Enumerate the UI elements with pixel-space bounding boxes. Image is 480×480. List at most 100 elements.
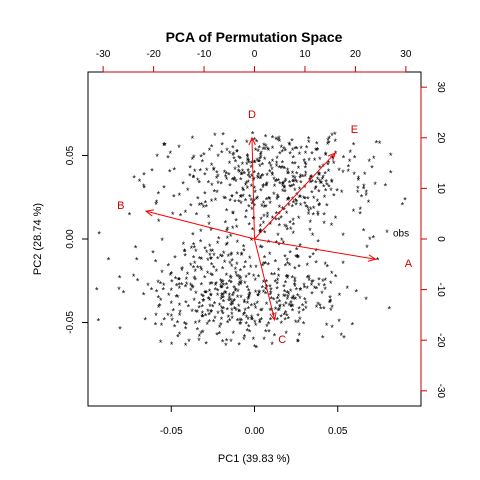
data-point: * (202, 296, 206, 306)
data-point: * (239, 278, 243, 288)
data-point: * (304, 299, 308, 309)
data-point: * (279, 164, 283, 174)
data-point: * (316, 146, 320, 156)
data-point: * (229, 279, 233, 289)
data-point: * (204, 288, 208, 298)
data-point: * (329, 279, 333, 289)
data-point: * (238, 168, 242, 178)
data-point: * (291, 146, 295, 156)
data-point: * (199, 237, 203, 247)
data-point: * (314, 178, 318, 188)
data-point: * (243, 333, 247, 343)
data-point: * (316, 300, 320, 310)
data-point: * (307, 138, 311, 148)
data-point: * (259, 215, 263, 225)
data-point: * (270, 270, 274, 280)
data-point: * (281, 179, 285, 189)
data-point: * (291, 160, 295, 170)
data-point: * (283, 315, 287, 325)
data-point: * (271, 133, 275, 143)
data-point: * (316, 211, 320, 221)
data-point: * (295, 178, 299, 188)
data-point: * (220, 293, 224, 303)
data-point: * (310, 281, 314, 291)
data-point: * (184, 208, 188, 218)
data-point: * (274, 258, 278, 268)
data-point: * (315, 285, 319, 295)
data-point: * (266, 145, 270, 155)
data-point: * (245, 138, 249, 148)
data-point: * (234, 265, 238, 275)
data-point: * (296, 338, 300, 348)
data-point: * (333, 130, 337, 140)
data-point: * (157, 217, 161, 227)
data-point: * (266, 213, 270, 223)
data-point: * (230, 299, 234, 309)
data-point: * (241, 160, 245, 170)
data-point: * (246, 295, 250, 305)
data-point: * (294, 201, 298, 211)
data-point: * (222, 293, 226, 303)
data-point: * (183, 320, 187, 330)
data-point: * (303, 172, 307, 182)
data-point: * (307, 210, 311, 220)
data-point: * (297, 214, 301, 224)
data-point: * (324, 150, 328, 160)
data-point: * (209, 255, 213, 265)
data-point: * (201, 157, 205, 167)
arrow-label-c: C (278, 334, 286, 346)
arrowhead-c (269, 312, 277, 322)
data-point: * (213, 300, 217, 310)
data-point: * (294, 318, 298, 328)
data-point: * (237, 163, 241, 173)
data-point: * (244, 181, 248, 191)
data-point: * (178, 308, 182, 318)
data-point: * (308, 226, 312, 236)
data-point: * (308, 253, 312, 263)
data-point: * (299, 172, 303, 182)
y-axis-title: PC2 (28.74 %) (32, 203, 44, 275)
data-point: * (187, 302, 191, 312)
data-point: * (340, 188, 344, 198)
data-point: * (294, 177, 298, 187)
data-point: * (211, 247, 215, 257)
data-point: * (237, 307, 241, 317)
data-point: * (316, 209, 320, 219)
data-point: * (227, 252, 231, 262)
data-point: * (313, 284, 317, 294)
data-point: * (252, 272, 256, 282)
data-point: * (296, 252, 300, 262)
data-point: * (193, 274, 197, 284)
data-point: * (236, 250, 240, 260)
data-point: * (329, 306, 333, 316)
data-point: * (292, 199, 296, 209)
data-point: * (275, 159, 279, 169)
data-point: * (245, 160, 249, 170)
data-point: * (284, 261, 288, 271)
data-point: * (250, 172, 254, 182)
data-point: * (334, 149, 338, 159)
data-point: * (302, 307, 306, 317)
data-point: * (316, 197, 320, 207)
data-point: * (330, 131, 334, 141)
data-point: * (228, 197, 232, 207)
data-point: * (205, 166, 209, 176)
data-point: * (325, 263, 329, 273)
data-point: * (239, 266, 243, 276)
data-point: * (210, 279, 214, 289)
data-point: * (219, 179, 223, 189)
data-point: * (287, 195, 291, 205)
data-point: * (341, 168, 345, 178)
data-point: * (230, 250, 234, 260)
data-point: * (246, 184, 250, 194)
data-point: * (241, 192, 245, 202)
data-point: * (235, 190, 239, 200)
data-point: * (210, 181, 214, 191)
data-point: * (358, 209, 362, 219)
data-point: * (277, 210, 281, 220)
right-tick-label: 20 (435, 132, 446, 144)
data-point: * (364, 191, 368, 201)
data-point: * (283, 188, 287, 198)
data-point: * (401, 200, 405, 210)
data-point: * (201, 309, 205, 319)
